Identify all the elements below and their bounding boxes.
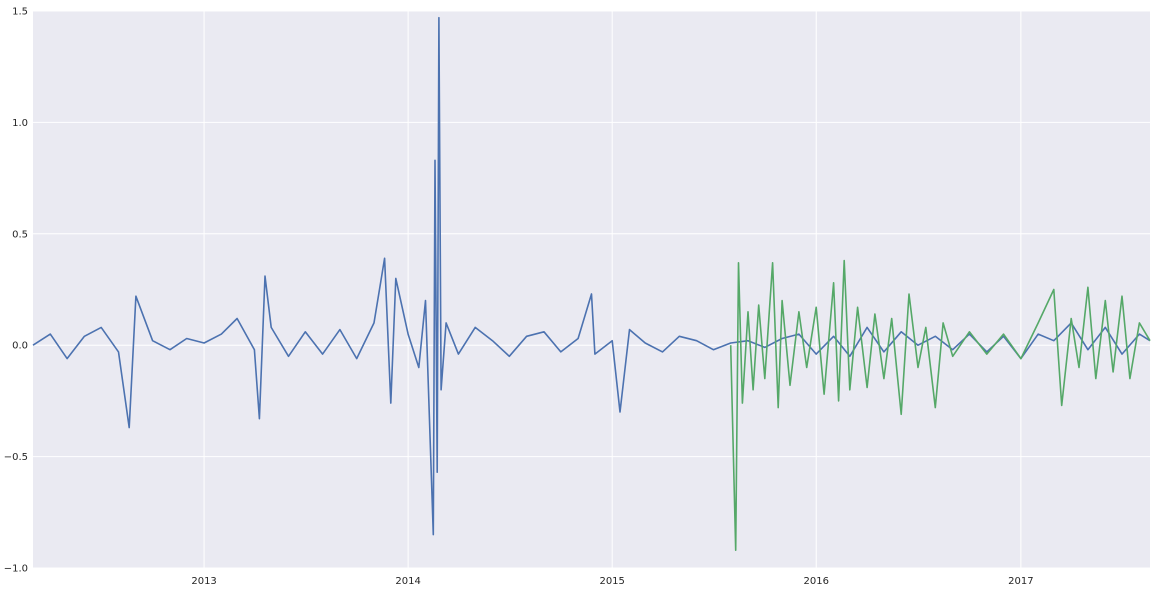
y-tick-label: 0.0 xyxy=(12,341,28,352)
x-tick-label: 2016 xyxy=(804,576,829,587)
x-tick-label: 2017 xyxy=(1008,576,1033,587)
y-tick-label: 0.5 xyxy=(12,229,28,240)
y-axis-ticks: −1.0 −0.5 0.0 0.5 1.0 1.5 xyxy=(4,7,28,575)
x-tick-label: 2015 xyxy=(599,576,624,587)
x-axis-ticks: 2013 2014 2015 2016 2017 xyxy=(191,576,1033,587)
x-tick-label: 2013 xyxy=(191,576,216,587)
plot-background xyxy=(33,11,1150,568)
series-line-2 xyxy=(729,259,1151,552)
x-tick-label: 2014 xyxy=(395,576,420,587)
series-layer xyxy=(32,16,1151,552)
gridlines xyxy=(33,10,1150,569)
y-tick-label: 1.5 xyxy=(12,7,28,18)
y-tick-label: 1.0 xyxy=(12,118,28,129)
y-tick-label: −1.0 xyxy=(4,564,28,575)
series-line-1 xyxy=(32,16,1151,536)
y-tick-label: −0.5 xyxy=(4,452,28,463)
